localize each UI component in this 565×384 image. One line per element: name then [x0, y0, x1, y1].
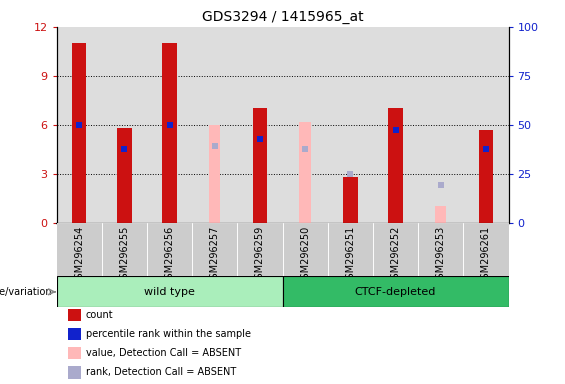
- Bar: [68, 309, 81, 321]
- Text: GSM296255: GSM296255: [119, 225, 129, 285]
- Bar: [56, 276, 282, 307]
- Text: count: count: [86, 310, 114, 320]
- Text: CTCF-depleted: CTCF-depleted: [355, 287, 436, 297]
- Point: [346, 170, 355, 177]
- Point: [255, 136, 264, 142]
- Point: [120, 146, 129, 152]
- Point: [436, 182, 445, 188]
- Point: [75, 122, 84, 128]
- Bar: [68, 328, 81, 340]
- Bar: [72, 43, 86, 223]
- Bar: [102, 223, 147, 276]
- Text: GSM296253: GSM296253: [436, 225, 446, 285]
- Text: percentile rank within the sample: percentile rank within the sample: [86, 329, 251, 339]
- Point: [301, 146, 310, 152]
- Point: [210, 143, 219, 149]
- Text: rank, Detection Call = ABSENT: rank, Detection Call = ABSENT: [86, 367, 236, 377]
- Bar: [56, 223, 102, 276]
- Bar: [147, 223, 192, 276]
- Bar: [282, 276, 508, 307]
- Text: value, Detection Call = ABSENT: value, Detection Call = ABSENT: [86, 348, 241, 358]
- Text: genotype/variation: genotype/variation: [0, 287, 52, 297]
- Text: GSM296256: GSM296256: [164, 225, 175, 285]
- Bar: [68, 366, 81, 379]
- Bar: [343, 177, 358, 223]
- Bar: [388, 109, 403, 223]
- Text: GSM296254: GSM296254: [74, 225, 84, 285]
- Bar: [463, 223, 508, 276]
- Text: GSM296261: GSM296261: [481, 225, 491, 285]
- Point: [391, 127, 400, 133]
- Text: GSM296259: GSM296259: [255, 225, 265, 285]
- Point: [165, 122, 174, 128]
- Bar: [237, 223, 282, 276]
- Text: GSM296251: GSM296251: [345, 225, 355, 285]
- Bar: [162, 43, 177, 223]
- Bar: [373, 223, 418, 276]
- Text: GSM296252: GSM296252: [390, 225, 401, 285]
- Bar: [117, 128, 132, 223]
- Bar: [479, 130, 493, 223]
- Bar: [68, 347, 81, 359]
- Bar: [192, 223, 237, 276]
- Bar: [328, 223, 373, 276]
- Bar: [435, 207, 446, 223]
- Text: wild type: wild type: [144, 287, 195, 297]
- Bar: [299, 121, 311, 223]
- Point: [481, 146, 490, 152]
- Bar: [282, 223, 328, 276]
- Title: GDS3294 / 1415965_at: GDS3294 / 1415965_at: [202, 10, 363, 25]
- Text: GSM296257: GSM296257: [210, 225, 220, 285]
- Bar: [253, 109, 267, 223]
- Bar: [418, 223, 463, 276]
- Bar: [209, 125, 220, 223]
- Text: GSM296250: GSM296250: [300, 225, 310, 285]
